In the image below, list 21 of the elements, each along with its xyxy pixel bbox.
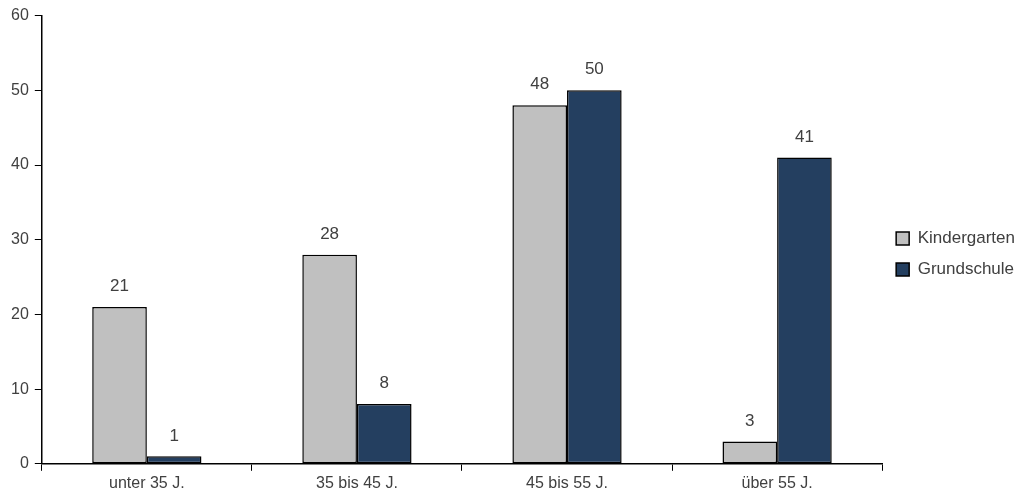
- y-tick-label: 50: [11, 80, 29, 98]
- y-tick-label: 0: [19, 454, 29, 472]
- data-label: 21: [110, 276, 129, 296]
- y-tick-label: 10: [11, 379, 29, 397]
- x-tick-label: über 55 J.: [741, 473, 813, 491]
- y-tick-label: 20: [11, 304, 29, 322]
- x-tick-label: 45 bis 55 J.: [526, 473, 608, 491]
- y-tick-label: 30: [11, 230, 29, 248]
- legend-label: Grundschule: [917, 259, 1015, 279]
- data-label: 1: [169, 425, 179, 445]
- data-label: 28: [320, 223, 340, 243]
- y-tick-label: 60: [11, 6, 29, 24]
- data-label: 41: [794, 126, 814, 146]
- data-label: 8: [379, 373, 389, 393]
- data-label: 3: [745, 410, 755, 430]
- legend-label: Kindergarten: [917, 228, 1015, 248]
- x-tick-label: unter 35 J.: [109, 473, 185, 491]
- data-label: 50: [584, 59, 604, 79]
- x-tick-label: 35 bis 45 J.: [316, 473, 398, 491]
- data-label: 48: [530, 74, 550, 94]
- y-tick-label: 40: [11, 155, 29, 173]
